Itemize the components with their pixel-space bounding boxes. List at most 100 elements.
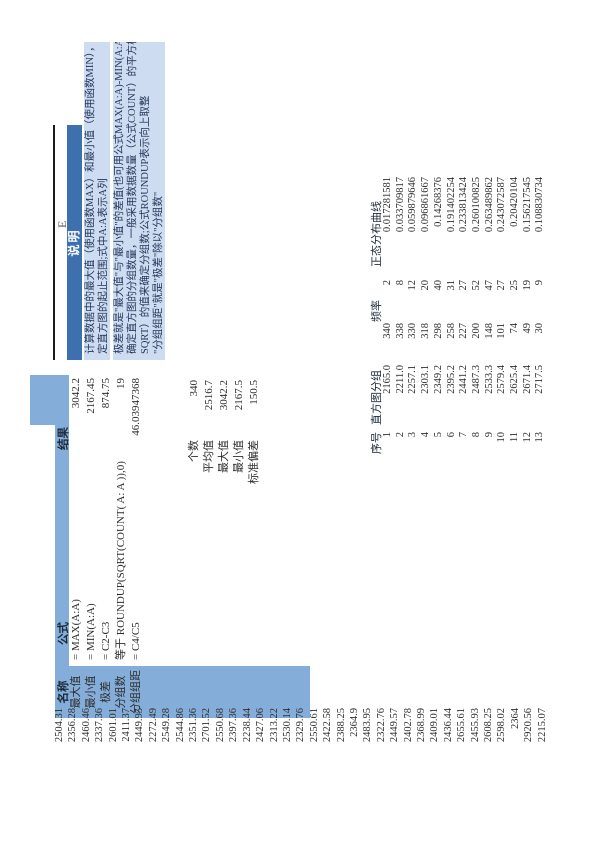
cell[interactable]: 0.156217545 — [521, 177, 533, 233]
stats-value-column[interactable]: 340 2516.7 3042.2 2167.5 150.5 — [187, 380, 262, 438]
hist-remaining-column[interactable]: 340 338 330 318 298 258 227 200 148 101 74 49 30 — [382, 323, 547, 355]
cell[interactable]: 2397.36 — [228, 708, 240, 743]
cell[interactable]: 8 — [470, 432, 482, 438]
cell[interactable]: 2167.45 — [85, 378, 97, 414]
cell[interactable]: 2483.95 — [362, 708, 374, 743]
cell[interactable]: 13 — [534, 432, 546, 443]
cell[interactable]: 12 — [407, 280, 419, 291]
cell[interactable]: 47 — [483, 280, 495, 291]
summary-result-column[interactable]: 3042.2 2167.45 874.75 19 46.03947368 — [69, 378, 144, 450]
cell[interactable]: 8 — [394, 280, 406, 286]
cell[interactable]: 等于 ROUNDUP(SQRT(COUNT( A: A )),0) — [115, 461, 127, 660]
cell[interactable]: 2701.52 — [201, 708, 213, 743]
cell[interactable]: 2530.14 — [281, 708, 293, 743]
cell[interactable]: 2625.4 — [509, 365, 521, 394]
cell[interactable]: 150.5 — [248, 380, 260, 405]
cell[interactable]: 2257.1 — [407, 365, 419, 394]
cell[interactable]: 2449.57 — [389, 708, 401, 743]
cell[interactable]: 2504.31 — [54, 708, 65, 743]
cell[interactable]: 52 — [470, 280, 482, 291]
cell[interactable]: 1 — [382, 432, 393, 438]
cell[interactable]: = C4/C5 — [130, 622, 142, 660]
cell[interactable]: 11 — [509, 432, 521, 443]
cell[interactable]: 2460.46 — [80, 708, 92, 743]
cell[interactable]: 2549.28 — [161, 708, 173, 743]
cell[interactable]: 最大值 — [218, 440, 230, 473]
cell[interactable]: 9 — [483, 432, 495, 438]
cell[interactable]: 2337.36 — [94, 708, 106, 743]
cell[interactable]: 2388.25 — [335, 708, 347, 743]
cell[interactable]: 340 — [382, 323, 393, 339]
cell[interactable]: 2351.36 — [188, 708, 200, 743]
cell[interactable]: 298 — [432, 323, 444, 339]
cell[interactable]: 3042.2 — [70, 378, 82, 409]
cell[interactable]: 7 — [458, 432, 470, 438]
cell[interactable]: 2364 — [509, 708, 521, 729]
cell[interactable]: 318 — [420, 323, 432, 339]
cell[interactable]: 0.20420104 — [509, 177, 521, 227]
cell[interactable]: 2167.5 — [233, 380, 245, 411]
cell[interactable]: 2215.07 — [536, 708, 548, 743]
cell[interactable]: 平均值 — [203, 440, 215, 473]
cell[interactable]: 338 — [394, 323, 406, 339]
cell[interactable]: 101 — [496, 323, 508, 339]
cell[interactable]: 2349.2 — [432, 365, 444, 394]
cell[interactable]: 2449.95 — [134, 708, 146, 743]
cell[interactable]: 4 — [420, 432, 432, 438]
cell[interactable]: 2427.06 — [255, 708, 267, 743]
cell[interactable]: 0.191402254 — [445, 177, 457, 233]
cell[interactable]: 2544.86 — [174, 708, 186, 743]
cell[interactable]: 2402.78 — [402, 708, 414, 743]
blue-filled-cell-d1[interactable] — [30, 375, 55, 425]
cell[interactable]: 20 — [420, 280, 432, 291]
cell[interactable]: 3042.2 — [218, 380, 230, 411]
cell[interactable]: 46.03947368 — [130, 378, 142, 436]
cell[interactable]: 2598.02 — [496, 708, 508, 743]
cell[interactable]: 2487.3 — [470, 365, 482, 394]
cell[interactable]: 40 — [432, 280, 444, 291]
notes-header-bar[interactable]: 说明 — [67, 125, 82, 360]
cell[interactable]: 2608.25 — [483, 708, 494, 743]
cell[interactable]: 2516.7 — [203, 380, 215, 411]
cell[interactable]: 2422.58 — [322, 708, 334, 743]
cell[interactable]: 2303.1 — [420, 365, 432, 394]
cell[interactable]: 19 — [521, 280, 533, 291]
cell[interactable]: 258 — [445, 323, 457, 339]
cell[interactable]: = C2-C3 — [100, 621, 112, 660]
cell[interactable]: 2550.68 — [214, 708, 226, 743]
cell[interactable]: 标准偏差 — [248, 440, 260, 484]
cell[interactable]: 2455.93 — [469, 708, 481, 743]
cell[interactable]: 12 — [521, 432, 533, 443]
summary-formula-column[interactable]: = MAX(A:A) = MIN(A:A) = C2-C3 等于 ROUNDUP(SQ… — [69, 420, 144, 660]
cell[interactable]: 30 — [534, 323, 546, 334]
cell[interactable]: 9 — [534, 280, 546, 286]
cell[interactable]: 2655.61 — [456, 708, 468, 743]
cell[interactable]: 2211.0 — [394, 365, 406, 394]
cell[interactable]: 2165.0 — [382, 365, 393, 394]
cell[interactable]: 0.033709817 — [394, 177, 406, 233]
cell[interactable]: 10 — [496, 432, 508, 443]
cell[interactable]: 2238.44 — [241, 708, 253, 743]
cell[interactable]: 0.017281581 — [382, 177, 393, 233]
cell[interactable]: 6 — [445, 432, 457, 438]
cell[interactable]: 3 — [407, 432, 419, 438]
cell[interactable]: 2601.01 — [107, 708, 119, 743]
cell[interactable]: 874.75 — [100, 378, 112, 409]
cell[interactable]: 2322.76 — [375, 708, 387, 743]
cell[interactable]: 0.260100825 — [470, 177, 482, 233]
cell[interactable]: 27 — [496, 280, 508, 291]
cell[interactable]: 2 — [382, 280, 393, 286]
cell[interactable]: 2579.4 — [496, 365, 508, 394]
cell[interactable]: 49 — [521, 323, 533, 334]
cell[interactable]: 2533.3 — [483, 365, 495, 394]
cell[interactable]: 0.14268376 — [432, 177, 444, 227]
hist-index-column[interactable]: 1 2 3 4 5 6 7 8 9 10 11 12 13 — [382, 432, 547, 458]
cell[interactable]: 227 — [458, 323, 470, 339]
cell[interactable]: 2436.44 — [442, 708, 454, 743]
cell[interactable]: 0.233813424 — [458, 177, 470, 233]
cell[interactable]: 2356.28 — [67, 708, 79, 743]
stats-label-column[interactable]: 个数 平均值 最大值 最小值 标准偏差 — [187, 440, 262, 492]
cell[interactable]: 最小值 — [233, 440, 245, 473]
cell[interactable]: 2920.56 — [523, 708, 535, 743]
cell[interactable]: 2313.22 — [268, 708, 280, 743]
